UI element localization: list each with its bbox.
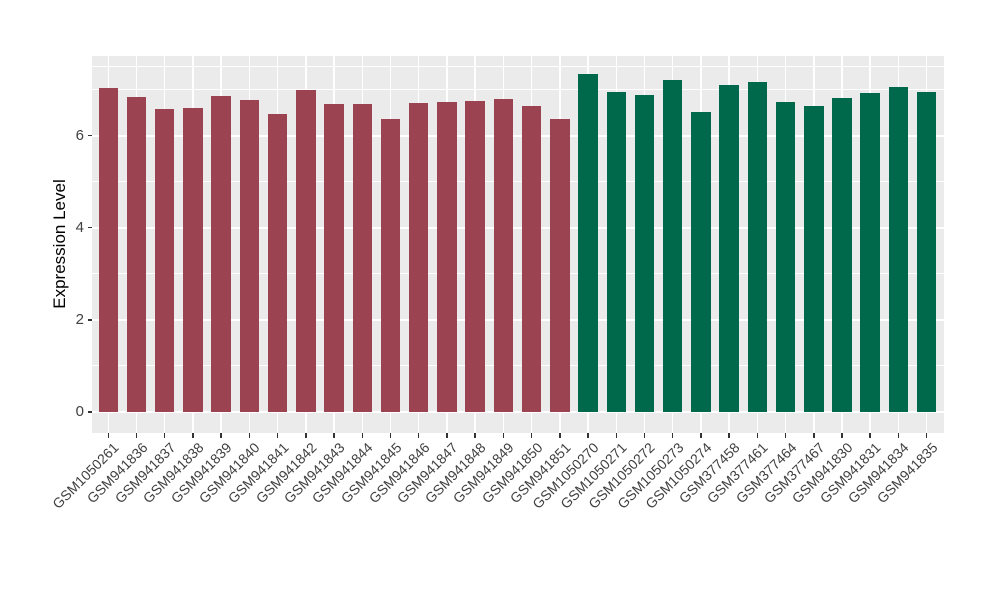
y-major-gridline bbox=[92, 318, 944, 321]
y-axis-tick-label: 4 bbox=[75, 218, 84, 236]
x-axis-tick bbox=[276, 433, 279, 438]
bar-GSM941841 bbox=[267, 113, 288, 412]
x-axis-tick bbox=[502, 433, 505, 438]
bar-GSM941845 bbox=[380, 119, 401, 412]
y-axis-tick bbox=[87, 134, 92, 137]
x-axis-tick bbox=[248, 433, 251, 438]
y-axis-tick-label: 2 bbox=[75, 310, 84, 328]
x-axis-tick bbox=[446, 433, 448, 438]
y-axis-tick bbox=[87, 411, 92, 413]
x-axis-tick bbox=[559, 433, 561, 438]
bar-GSM941834 bbox=[888, 86, 909, 412]
bar-GSM941840 bbox=[239, 100, 260, 412]
x-axis-tick bbox=[643, 433, 646, 438]
x-axis-tick bbox=[530, 433, 533, 438]
x-axis-tick bbox=[869, 433, 871, 438]
x-axis-tick bbox=[163, 433, 166, 438]
bar-GSM941848 bbox=[465, 101, 485, 412]
bar-GSM941846 bbox=[408, 103, 429, 412]
bar-GSM941836 bbox=[126, 96, 147, 412]
y-minor-gridline bbox=[92, 88, 944, 90]
x-axis-tick bbox=[615, 433, 617, 438]
bar-GSM377458 bbox=[719, 84, 739, 412]
expression-bar-chart: Expression Level 0 2 4 6 GSM1050261 GSM941836… bbox=[50, 56, 944, 512]
x-axis-tick bbox=[220, 433, 222, 438]
bar-GSM941843 bbox=[324, 103, 344, 412]
y-minor-gridline bbox=[92, 181, 944, 183]
x-axis-tick bbox=[361, 433, 364, 438]
bar-GSM1050274 bbox=[691, 112, 711, 412]
x-axis-tick bbox=[813, 433, 815, 438]
y-axis-tick-label: 6 bbox=[75, 126, 84, 144]
bar-GSM1050271 bbox=[606, 92, 626, 412]
x-axis-tick bbox=[107, 433, 110, 438]
bar-GSM941849 bbox=[493, 99, 514, 412]
bar-GSM941850 bbox=[521, 106, 542, 412]
bar-GSM1050261 bbox=[98, 88, 119, 412]
x-axis-tick bbox=[925, 433, 928, 438]
bar-GSM941835 bbox=[916, 92, 937, 412]
bar-GSM941839 bbox=[211, 95, 231, 412]
y-major-gridline bbox=[92, 134, 944, 137]
x-axis-tick bbox=[474, 433, 476, 438]
x-axis-tick bbox=[305, 433, 307, 438]
y-major-gridline bbox=[92, 411, 944, 413]
y-minor-gridline bbox=[92, 273, 944, 275]
y-axis-tick bbox=[87, 319, 92, 321]
x-axis-tick bbox=[587, 433, 589, 438]
bar-GSM941837 bbox=[154, 108, 175, 412]
x-axis-tick bbox=[784, 433, 787, 438]
y-minor-gridline bbox=[92, 65, 944, 67]
x-axis-tick bbox=[135, 433, 138, 438]
bar-GSM377467 bbox=[804, 106, 824, 412]
y-minor-gridline bbox=[92, 365, 944, 367]
bar-GSM941847 bbox=[437, 102, 457, 412]
bar-GSM377461 bbox=[747, 81, 768, 412]
bar-GSM941844 bbox=[352, 103, 373, 412]
x-axis-tick bbox=[841, 433, 843, 438]
x-axis-tick bbox=[700, 433, 702, 438]
bar-GSM1050270 bbox=[578, 74, 598, 412]
x-axis-tick bbox=[417, 433, 420, 438]
x-axis-tick bbox=[756, 433, 759, 438]
x-axis-tick bbox=[192, 433, 194, 438]
bar-GSM941851 bbox=[550, 119, 570, 412]
bar-GSM377464 bbox=[775, 101, 796, 412]
bar-GSM941842 bbox=[296, 89, 316, 412]
y-major-gridline bbox=[92, 226, 944, 229]
x-axis-tick bbox=[728, 433, 730, 438]
y-axis-tick-label: 0 bbox=[75, 403, 84, 420]
bar-GSM1050272 bbox=[634, 94, 655, 412]
x-axis-tick bbox=[897, 433, 900, 438]
bar-GSM941831 bbox=[860, 93, 880, 412]
bar-GSM1050273 bbox=[662, 79, 683, 412]
x-axis-tick bbox=[333, 433, 335, 438]
bar-GSM941838 bbox=[183, 107, 203, 412]
bar-GSM941830 bbox=[832, 98, 852, 412]
x-axis-tick bbox=[389, 433, 392, 438]
x-axis-tick bbox=[671, 433, 674, 438]
plot-panel bbox=[92, 56, 944, 433]
y-axis-tick bbox=[87, 226, 92, 229]
